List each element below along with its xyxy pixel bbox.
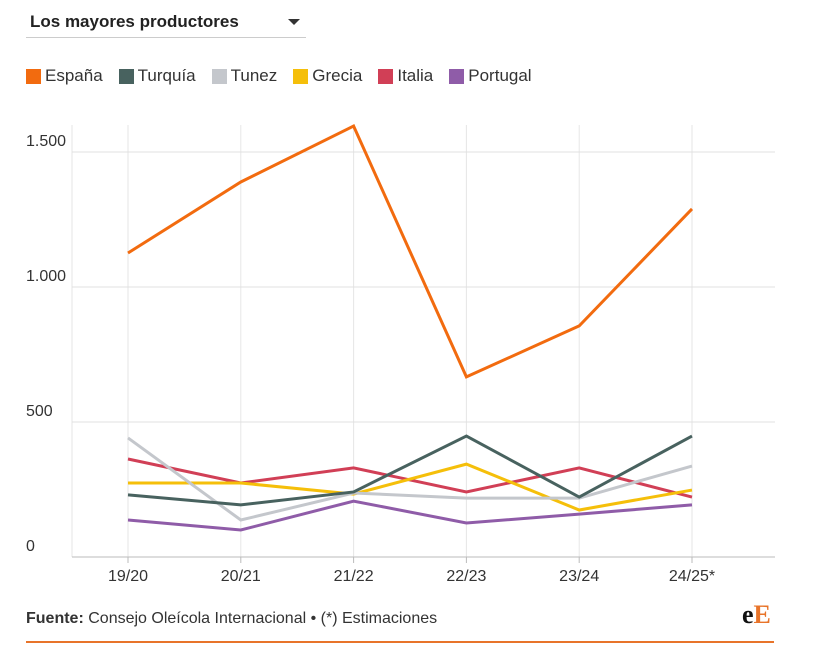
chart: 19/20 20/21 21/22 22/23 23/24 24/25* 0 500 1.000… — [26, 124, 775, 585]
legend: España Turquía Tunez Grecia Italia Portugal — [26, 66, 548, 86]
caret — [288, 19, 300, 25]
legend-swatch — [293, 68, 309, 84]
legend-label: Italia — [397, 66, 434, 85]
legend-label: Portugal — [468, 66, 532, 85]
y-tick-label: 1.500 — [26, 133, 66, 150]
series-line — [127, 434, 693, 507]
legend-label: Grecia — [312, 66, 363, 85]
footer-label: Fuente: — [26, 610, 84, 627]
series-line — [127, 124, 694, 379]
y-tick-label: 1.000 — [26, 268, 66, 285]
x-tick-label: 22/23 — [446, 568, 486, 585]
x-tick-label: 24/25* — [669, 568, 715, 585]
legend-item[interactable]: Portugal — [449, 66, 532, 86]
legend-label: Turquía — [137, 66, 196, 85]
y-tick-label: 0 — [26, 538, 35, 555]
legend-swatch — [378, 68, 394, 84]
legend-item[interactable]: Tunez — [211, 66, 278, 86]
legend-swatch — [449, 68, 465, 84]
footer-rule — [26, 641, 774, 643]
series-line — [128, 462, 693, 512]
legend-item[interactable]: Grecia — [293, 66, 362, 86]
series-line — [127, 499, 693, 532]
dropdown-label: Los mayores productores — [30, 12, 239, 31]
footer-text: Consejo Oleícola Internacional • (*) Est… — [88, 610, 438, 627]
logo-E: E — [753, 600, 771, 629]
legend-label: España — [45, 66, 103, 85]
logo-e: e — [742, 600, 754, 629]
x-tick-label: 21/22 — [334, 568, 374, 585]
footer: Fuente: Consejo Oleícola Internacional •… — [26, 610, 437, 628]
series-line — [127, 436, 693, 522]
legend-item[interactable]: Italia — [378, 66, 433, 86]
legend-swatch — [211, 68, 227, 84]
dropdown[interactable]: Los mayores productores — [26, 8, 306, 38]
x-tick-label: 20/21 — [221, 568, 261, 585]
legend-swatch — [26, 68, 41, 84]
legend-swatch — [118, 68, 134, 84]
y-tick-label: 500 — [26, 403, 53, 420]
legend-item[interactable]: Turquía — [118, 66, 196, 86]
logo: eE — [742, 600, 771, 630]
legend-label: Tunez — [230, 66, 278, 85]
legend-item[interactable]: España — [26, 66, 103, 86]
x-tick-label: 23/24 — [559, 568, 599, 585]
x-tick-label: 19/20 — [108, 568, 148, 585]
